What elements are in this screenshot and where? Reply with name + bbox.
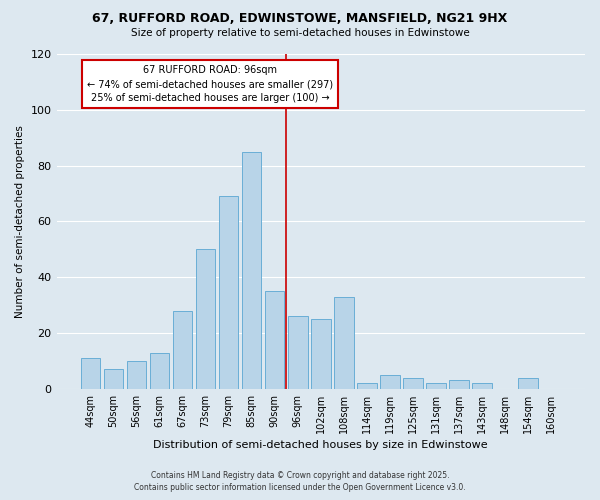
Bar: [149, 352, 169, 389]
Bar: [196, 250, 215, 389]
Bar: [334, 296, 353, 389]
Text: Size of property relative to semi-detached houses in Edwinstowe: Size of property relative to semi-detach…: [131, 28, 469, 38]
Bar: [288, 316, 308, 389]
Bar: [311, 319, 331, 389]
Bar: [127, 361, 146, 389]
Text: 67, RUFFORD ROAD, EDWINSTOWE, MANSFIELD, NG21 9HX: 67, RUFFORD ROAD, EDWINSTOWE, MANSFIELD,…: [92, 12, 508, 26]
Bar: [403, 378, 423, 389]
Bar: [518, 378, 538, 389]
Bar: [357, 383, 377, 389]
Bar: [242, 152, 262, 389]
Bar: [426, 383, 446, 389]
Y-axis label: Number of semi-detached properties: Number of semi-detached properties: [15, 125, 25, 318]
Bar: [104, 370, 123, 389]
Text: 67 RUFFORD ROAD: 96sqm
← 74% of semi-detached houses are smaller (297)
25% of se: 67 RUFFORD ROAD: 96sqm ← 74% of semi-det…: [87, 65, 333, 103]
Bar: [265, 291, 284, 389]
Text: Contains HM Land Registry data © Crown copyright and database right 2025.
Contai: Contains HM Land Registry data © Crown c…: [134, 471, 466, 492]
Bar: [80, 358, 100, 389]
Bar: [173, 310, 193, 389]
Bar: [449, 380, 469, 389]
Bar: [380, 375, 400, 389]
Bar: [219, 196, 238, 389]
X-axis label: Distribution of semi-detached houses by size in Edwinstowe: Distribution of semi-detached houses by …: [154, 440, 488, 450]
Bar: [472, 383, 492, 389]
